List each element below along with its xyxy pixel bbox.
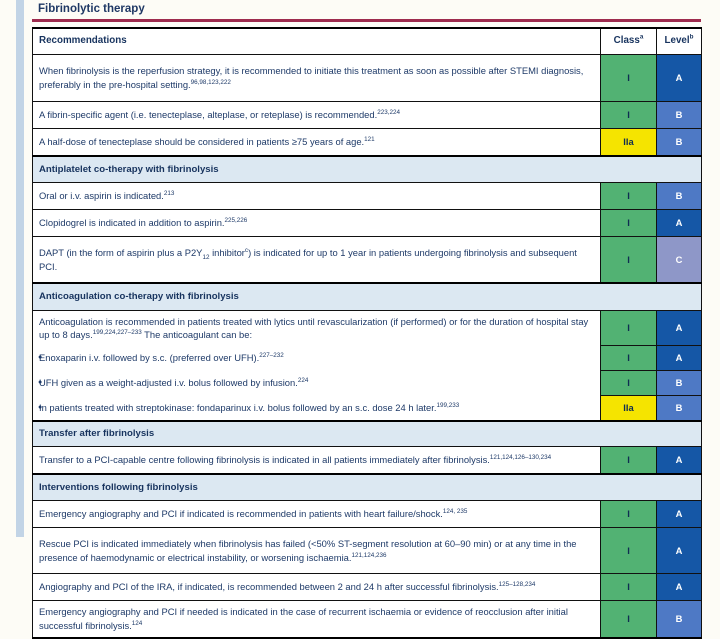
recommendation-text: Angiography and PCI of the IRA, if indic… (32, 573, 601, 601)
recommendation-text: Transfer to a PCI-capable centre followi… (32, 446, 601, 475)
table-header-row: Recommendations Classa Levelb (32, 27, 702, 55)
bullet-icon: ● (38, 403, 43, 411)
class-badge: I (600, 345, 657, 371)
class-badge: I (600, 527, 657, 574)
section-header-label: Interventions following fibrinolysis (32, 473, 702, 501)
recommendations-table: Recommendations Classa Levelb When fibri… (32, 27, 702, 639)
level-badge: A (656, 573, 702, 601)
title-accent-rule (32, 19, 701, 22)
reference-numbers: 124, 235 (442, 508, 468, 516)
section-header-label: Transfer after fibrinolysis (32, 420, 702, 447)
section-header-label: Anticoagulation co-therapy with fibrinol… (32, 282, 702, 311)
reference-numbers: 96,98,123,222 (190, 78, 231, 86)
section-header-row: Anticoagulation co-therapy with fibrinol… (32, 282, 702, 311)
table-row: Transfer to a PCI-capable centre followi… (32, 446, 702, 475)
recommendation-text: DAPT (in the form of aspirin plus a P2Y1… (32, 236, 601, 284)
level-badge: B (656, 600, 702, 639)
class-badge: IIa (600, 395, 657, 422)
class-badge: I (600, 236, 657, 284)
reference-numbers: 199,233 (436, 401, 460, 409)
table-row: A half-dose of tenecteplase should be co… (32, 128, 702, 157)
level-badge: B (656, 101, 702, 129)
bullet-icon: ● (38, 353, 43, 361)
section-header-label: Antiplatelet co-therapy with fibrinolysi… (32, 155, 702, 183)
column-header-class: Classa (600, 27, 657, 55)
table-row: Anticoagulation is recommended in patien… (32, 310, 702, 346)
table-row: ● Enoxaparin i.v. followed by s.c. (prefe… (32, 345, 702, 371)
class-badge: IIa (600, 128, 657, 157)
recommendation-text: Emergency angiography and PCI if indicat… (32, 500, 601, 528)
class-badge: I (600, 600, 657, 639)
table-row: Clopidogrel is indicated in addition to … (32, 209, 702, 237)
column-header-recommendations: Recommendations (32, 27, 601, 55)
column-header-level: Levelb (656, 27, 702, 55)
class-footnote-marker: a (639, 34, 644, 42)
table-row: Oral or i.v. aspirin is indicated.213 I … (32, 182, 702, 210)
section-header-row: Transfer after fibrinolysis (32, 420, 702, 447)
class-badge: I (600, 182, 657, 210)
level-badge: A (656, 54, 702, 102)
table-row: A fibrin-specific agent (i.e. tenectepla… (32, 101, 702, 129)
reference-numbers: 124 (131, 619, 143, 627)
level-badge: A (656, 345, 702, 371)
class-badge: I (600, 101, 657, 129)
level-badge: A (656, 500, 702, 528)
page-title: Fibrinolytic therapy (38, 3, 145, 15)
section-header-row: Interventions following fibrinolysis (32, 473, 702, 501)
class-badge: I (600, 310, 657, 346)
recommendation-text: ● UFH given as a weight-adjusted i.v. bol… (32, 370, 601, 396)
recommendation-text: ● In patients treated with streptokinase:… (32, 395, 601, 422)
class-badge: I (600, 370, 657, 396)
recommendation-text: ● Enoxaparin i.v. followed by s.c. (prefe… (32, 345, 601, 371)
reference-numbers: 121 (364, 136, 375, 144)
table-row: When fibrinolysis is the reperfusion str… (32, 54, 702, 102)
table-row: DAPT (in the form of aspirin plus a P2Y1… (32, 236, 702, 284)
reference-numbers: 223,224 (377, 109, 400, 117)
level-badge: C (656, 236, 702, 284)
reference-numbers: 225,226 (224, 217, 248, 225)
reference-numbers: 125–128,234 (498, 581, 536, 589)
p2y12-subscript: 12 (202, 253, 210, 261)
table-row: ● In patients treated with streptokinase:… (32, 395, 702, 422)
class-badge: I (600, 446, 657, 475)
recommendation-text: When fibrinolysis is the reperfusion str… (32, 54, 601, 102)
recommendation-text: Emergency angiography and PCI if needed … (32, 600, 601, 639)
level-badge: A (656, 209, 702, 237)
footnote-marker: c (244, 246, 249, 254)
reference-numbers: 213 (163, 190, 175, 198)
recommendation-text: Anticoagulation is recommended in patien… (32, 310, 601, 346)
class-badge: I (600, 500, 657, 528)
recommendation-text: Oral or i.v. aspirin is indicated.213 (32, 182, 601, 210)
reference-numbers: 121,124,126–130,234 (489, 454, 552, 462)
reference-numbers: 199,224,227–233 (92, 329, 142, 337)
level-badge: B (656, 128, 702, 157)
section-header-row: Antiplatelet co-therapy with fibrinolysi… (32, 155, 702, 183)
class-badge: I (600, 573, 657, 601)
recommendation-text: Clopidogrel is indicated in addition to … (32, 209, 601, 237)
level-badge: A (656, 446, 702, 475)
reference-numbers: 227–232 (259, 352, 284, 360)
level-badge: B (656, 395, 702, 422)
class-badge: I (600, 209, 657, 237)
class-badge: I (600, 54, 657, 102)
table-row: ● UFH given as a weight-adjusted i.v. bol… (32, 370, 702, 396)
recommendation-text: A fibrin-specific agent (i.e. tenectepla… (32, 101, 601, 129)
table-row: Rescue PCI is indicated immediately when… (32, 527, 702, 574)
reference-numbers: 224 (297, 377, 309, 385)
recommendation-text: A half-dose of tenecteplase should be co… (32, 128, 601, 157)
level-badge: B (656, 182, 702, 210)
level-badge: B (656, 370, 702, 396)
recommendation-text: Rescue PCI is indicated immediately when… (32, 527, 601, 574)
level-footnote-marker: b (689, 34, 694, 42)
level-badge: A (656, 527, 702, 574)
bullet-icon: ● (38, 378, 43, 386)
left-margin-strip (16, 0, 24, 537)
level-badge: A (656, 310, 702, 346)
table-row: Emergency angiography and PCI if needed … (32, 600, 702, 639)
table-row: Angiography and PCI of the IRA, if indic… (32, 573, 702, 601)
reference-numbers: 121,124,236 (351, 551, 387, 559)
table-row: Emergency angiography and PCI if indicat… (32, 500, 702, 528)
